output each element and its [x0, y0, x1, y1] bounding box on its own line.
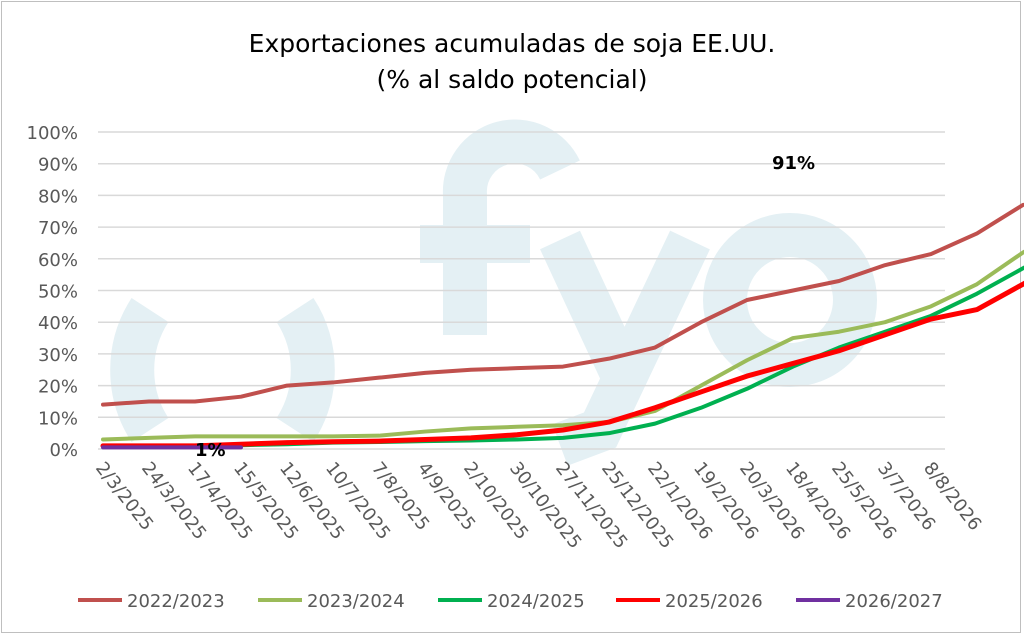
annotation-label: 1% [195, 440, 226, 461]
y-tick-label: 50% [38, 282, 78, 303]
legend: 2022/2023 2023/2024 2024/2025 2025/2026 2026… [78, 591, 943, 612]
legend-label: 2022/2023 [127, 591, 225, 612]
legend-item: 2026/2027 [796, 591, 943, 612]
y-tick-label: 60% [38, 250, 78, 271]
watermark-paren-right [276, 298, 335, 442]
x-axis: 2/3/202524/3/202517/4/202515/5/202512/6/… [91, 458, 985, 553]
y-tick-label: 0% [49, 440, 78, 461]
legend-label: 2025/2026 [665, 591, 763, 612]
legend-label: 2024/2025 [487, 591, 585, 612]
watermark-letter-f-bar [420, 225, 530, 263]
watermark-logo [110, 119, 877, 466]
chart-subtitle: (% al saldo potencial) [377, 65, 648, 94]
chart-title: Exportaciones acumuladas de soja EE.UU. [249, 29, 776, 58]
y-tick-label: 10% [38, 408, 78, 429]
legend-item: 2025/2026 [616, 591, 763, 612]
annotation-label: 91% [772, 153, 815, 174]
watermark-paren-left [110, 298, 169, 442]
watermark-letter-f [442, 119, 580, 335]
watermark-letter-y [540, 230, 710, 466]
y-tick-label: 80% [38, 186, 78, 207]
y-tick-label: 100% [27, 123, 78, 144]
y-tick-label: 20% [38, 377, 78, 398]
y-tick-label: 90% [38, 155, 78, 176]
legend-label: 2026/2027 [845, 591, 943, 612]
y-tick-label: 40% [38, 313, 78, 334]
legend-item: 2023/2024 [258, 591, 405, 612]
series-line-2025-2026 [100, 280, 1024, 449]
series-line-2023-2024 [101, 249, 1024, 442]
y-axis: 0% 10% 20% 30% 40% 50% 60% 70% 80% 90% 100% [27, 123, 78, 461]
legend-item: 2022/2023 [78, 591, 225, 612]
legend-label: 2023/2024 [307, 591, 405, 612]
y-tick-label: 30% [38, 345, 78, 366]
gridlines [98, 131, 945, 450]
series-lines [100, 202, 1024, 450]
annotations: 1% 91% [195, 153, 815, 461]
legend-item: 2024/2025 [438, 591, 585, 612]
y-tick-label: 70% [38, 218, 78, 239]
series-line-2022-2023 [101, 202, 1024, 407]
